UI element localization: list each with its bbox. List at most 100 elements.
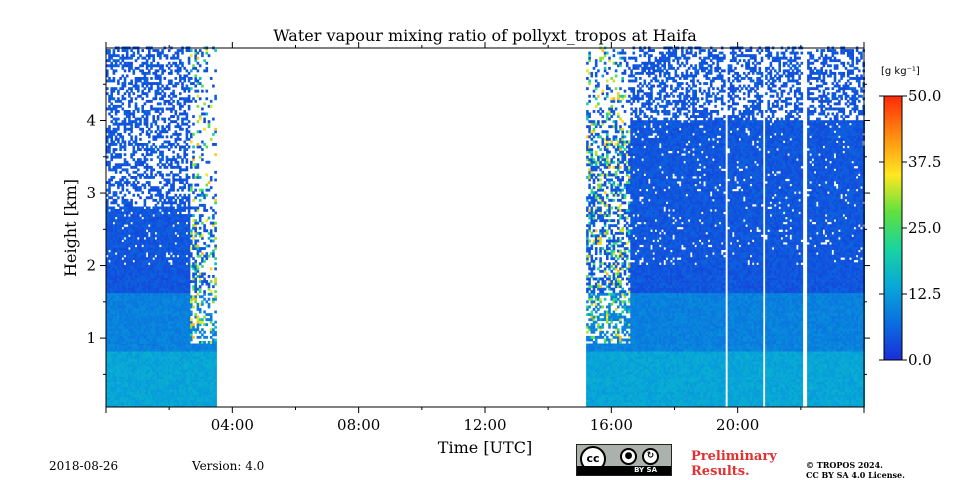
heatmap-cell (123, 120, 127, 124)
heatmap-cell (114, 234, 118, 238)
heatmap-cell (196, 143, 200, 146)
heatmap-cell (176, 165, 180, 169)
heatmap-cell (183, 155, 186, 159)
heatmap-cell (130, 275, 133, 278)
heatmap-cell (176, 282, 180, 286)
heatmap-cell (110, 287, 113, 291)
heatmap-cell (134, 386, 138, 390)
heatmap-cell (141, 61, 144, 65)
heatmap-cell (108, 325, 111, 329)
heatmap-cell (205, 404, 209, 408)
heatmap-cell (181, 178, 184, 182)
heatmap-cell (198, 188, 202, 192)
heatmap-cell (112, 396, 116, 400)
heatmap-cell (198, 115, 202, 118)
heatmap-cell (161, 145, 164, 149)
heatmap-cell (209, 384, 213, 388)
heatmap-cell (154, 374, 158, 377)
heatmap-cell (201, 391, 204, 395)
heatmap-cell (190, 348, 193, 352)
heatmap-cell (108, 267, 111, 271)
heatmap-cell (134, 318, 138, 322)
heatmap-cell (179, 381, 182, 385)
heatmap-cell (134, 272, 138, 276)
heatmap-cell (159, 272, 162, 276)
heatmap-cell (141, 262, 144, 266)
heatmap-cell (183, 305, 186, 309)
heatmap-cell (156, 333, 160, 337)
heatmap-cell (185, 132, 189, 136)
heatmap-cell (128, 242, 131, 245)
heatmap-cell (185, 148, 189, 151)
heatmap-cell (161, 399, 164, 403)
heatmap-cell (187, 89, 191, 93)
heatmap-cell (152, 82, 155, 85)
heatmap-cell (156, 257, 160, 261)
heatmap-cell (174, 290, 178, 294)
heatmap-cell (174, 64, 178, 68)
heatmap-cell (137, 257, 140, 261)
heatmap-cell (209, 346, 213, 349)
heatmap-cell (143, 148, 147, 151)
heatmap-cell (185, 176, 189, 179)
heatmap-cell (123, 404, 127, 408)
heatmap-cell (161, 341, 164, 344)
heatmap-cell (176, 122, 180, 126)
heatmap-cell (174, 346, 178, 349)
heatmap-cell (110, 391, 113, 395)
heatmap-cell (130, 125, 133, 129)
heatmap-cell (207, 371, 211, 375)
heatmap-cell (150, 305, 153, 309)
heatmap-cell (209, 99, 213, 103)
heatmap-cell (141, 282, 144, 286)
heatmap-cell (170, 97, 173, 101)
heatmap-cell (192, 224, 195, 228)
heatmap-cell (181, 221, 184, 225)
heatmap-cell (214, 371, 217, 375)
heatmap-cell (145, 66, 149, 70)
heatmap-cell (167, 239, 171, 243)
heatmap-cell (590, 363, 594, 367)
heatmap-cell (148, 348, 151, 352)
heatmap-cell (154, 310, 158, 314)
heatmap-cell (152, 368, 155, 372)
heatmap-cell (139, 374, 142, 377)
heatmap-cell (143, 56, 147, 60)
heatmap-cell (112, 366, 116, 370)
heatmap-cell (214, 394, 217, 398)
heatmap-cell (145, 343, 149, 347)
heatmap-cell (139, 244, 142, 248)
heatmap-cell (148, 269, 151, 273)
heatmap-cell (198, 234, 202, 238)
heatmap-cell (172, 178, 175, 182)
heatmap-cell (194, 386, 197, 390)
heatmap-cell (145, 216, 149, 220)
heatmap-cell (165, 376, 169, 380)
heatmap-cell (128, 290, 131, 294)
heatmap-cell (108, 262, 111, 266)
heatmap-cell (174, 368, 178, 372)
heatmap-cell (181, 391, 184, 395)
heatmap-cell (108, 292, 111, 296)
heatmap-cell (130, 391, 133, 395)
heatmap-cell (174, 252, 178, 256)
heatmap-cell (161, 49, 164, 52)
heatmap-cell (114, 351, 118, 355)
heatmap-cell (185, 384, 189, 388)
heatmap-cell (207, 384, 211, 388)
heatmap-cell (121, 229, 125, 233)
heatmap-cell (143, 242, 147, 245)
heatmap-cell (130, 280, 133, 283)
heatmap-cell (214, 244, 217, 248)
heatmap-cell (150, 99, 153, 103)
heatmap-cell (214, 257, 217, 261)
heatmap-cell (163, 290, 167, 294)
heatmap-cell (167, 282, 171, 286)
heatmap-cell (179, 343, 182, 347)
heatmap-cell (165, 356, 169, 360)
heatmap-cell (192, 361, 195, 365)
heatmap-cell (194, 224, 197, 228)
heatmap-cell (172, 310, 175, 314)
heatmap-cell (192, 325, 195, 329)
heatmap-cell (170, 226, 173, 230)
